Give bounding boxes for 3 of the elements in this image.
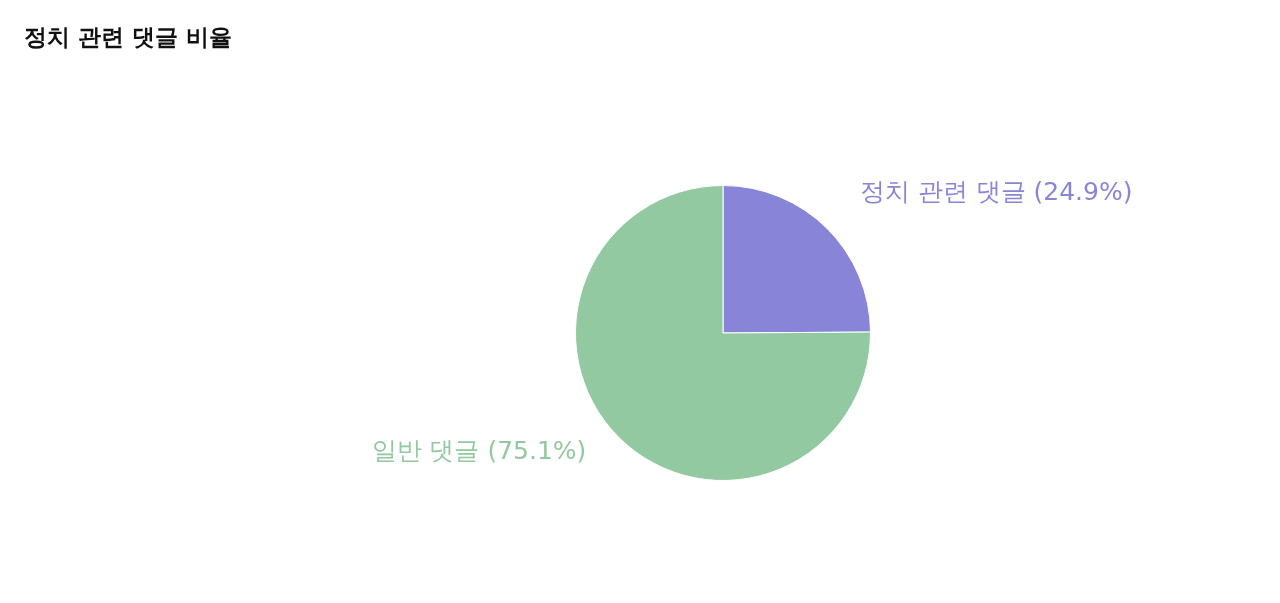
slice-label: 일반 댓글 (75.1%) [371, 435, 587, 465]
slice-label: 정치 관련 댓글 (24.9%) [859, 177, 1133, 207]
text: 정치 관련 댓글 비율 [24, 23, 233, 52]
